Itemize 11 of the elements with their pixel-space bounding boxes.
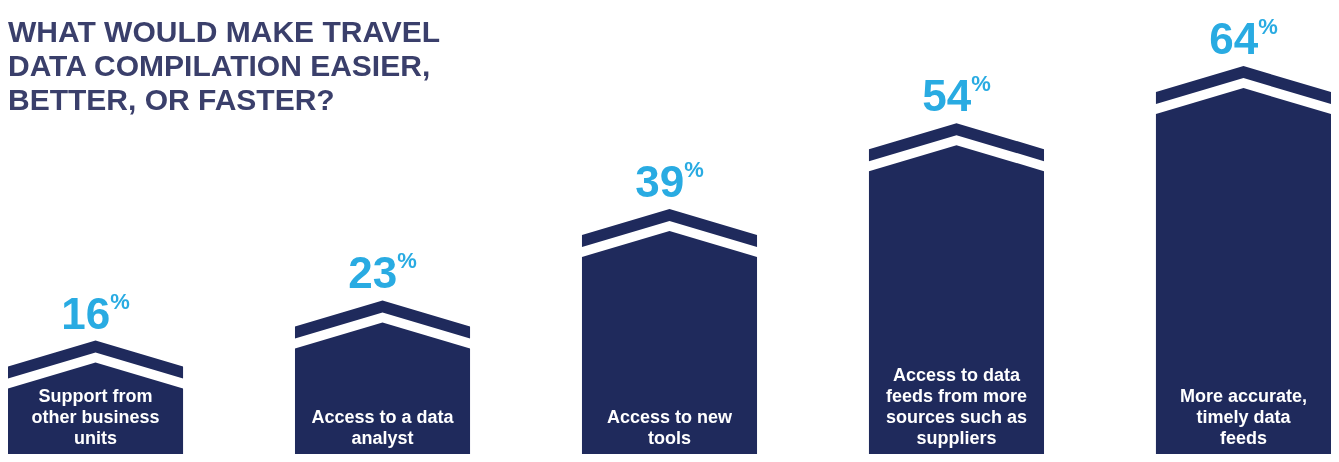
data-label: 39$^{%}$ xyxy=(635,156,704,206)
data-label: 23$^{%}$ xyxy=(348,248,417,298)
chart-title: WHAT WOULD MAKE TRAVEL DATA COMPILATION EASIER, BETTER, OR FASTER? xyxy=(8,15,441,116)
x-tick-label: Access to new tools xyxy=(606,407,734,448)
data-label: 64$^{%}$ xyxy=(1209,14,1278,63)
x-tick-label: More accurate, timely data feeds xyxy=(1179,386,1307,448)
x-tick-label: Support from other business units xyxy=(31,386,160,448)
x-tick-label: Access to a data analyst xyxy=(311,407,455,448)
x-tick-label: Access to data feeds from more sources such as suppliers xyxy=(885,365,1028,448)
data-label: 54$^{%}$ xyxy=(922,71,991,121)
data-label: 16$^{%}$ xyxy=(61,288,130,338)
